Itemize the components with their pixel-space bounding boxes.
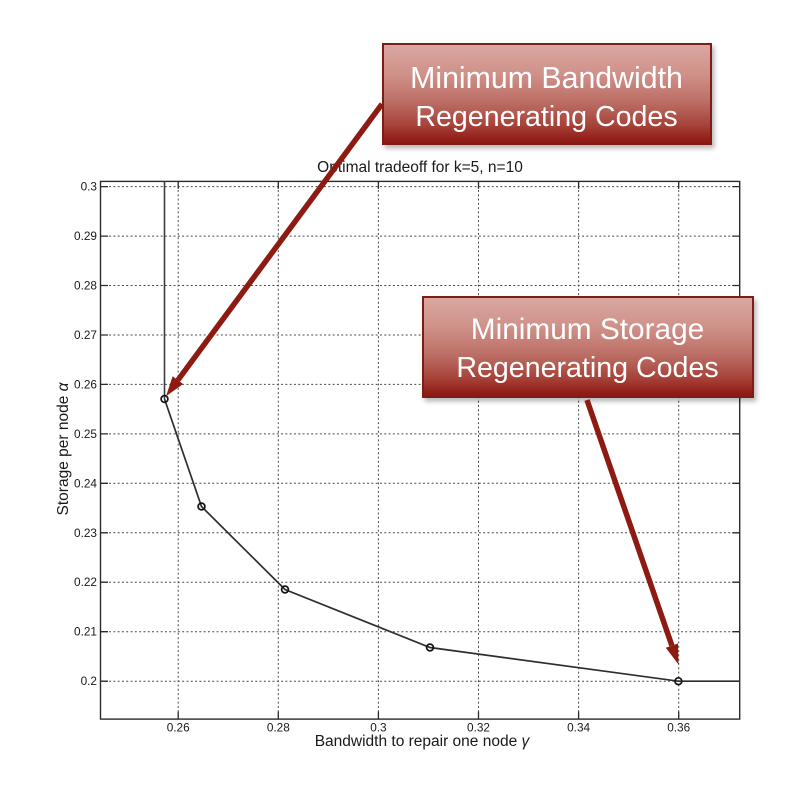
svg-text:0.3: 0.3 — [81, 180, 98, 194]
svg-text:0.3: 0.3 — [370, 721, 387, 735]
svg-text:0.34: 0.34 — [567, 721, 590, 735]
svg-text:0.26: 0.26 — [74, 377, 97, 391]
svg-text:0.32: 0.32 — [467, 721, 490, 735]
svg-text:0.27: 0.27 — [74, 328, 97, 342]
svg-text:Bandwidth to repair one node γ: Bandwidth to repair one node γ — [315, 733, 531, 750]
svg-text:0.24: 0.24 — [74, 476, 97, 490]
svg-text:0.36: 0.36 — [667, 721, 690, 735]
svg-text:0.22: 0.22 — [74, 575, 97, 589]
svg-text:0.21: 0.21 — [74, 625, 97, 639]
svg-text:0.23: 0.23 — [74, 526, 97, 540]
svg-text:0.29: 0.29 — [74, 229, 97, 243]
svg-text:0.28: 0.28 — [74, 279, 97, 293]
svg-text:Optimal tradeoff for k=5, n=10: Optimal tradeoff for k=5, n=10 — [317, 159, 523, 176]
svg-text:Storage per node α: Storage per node α — [55, 381, 72, 515]
svg-text:0.28: 0.28 — [267, 721, 290, 735]
svg-text:0.25: 0.25 — [74, 427, 97, 441]
svg-text:0.26: 0.26 — [167, 721, 190, 735]
svg-text:0.2: 0.2 — [81, 674, 97, 688]
